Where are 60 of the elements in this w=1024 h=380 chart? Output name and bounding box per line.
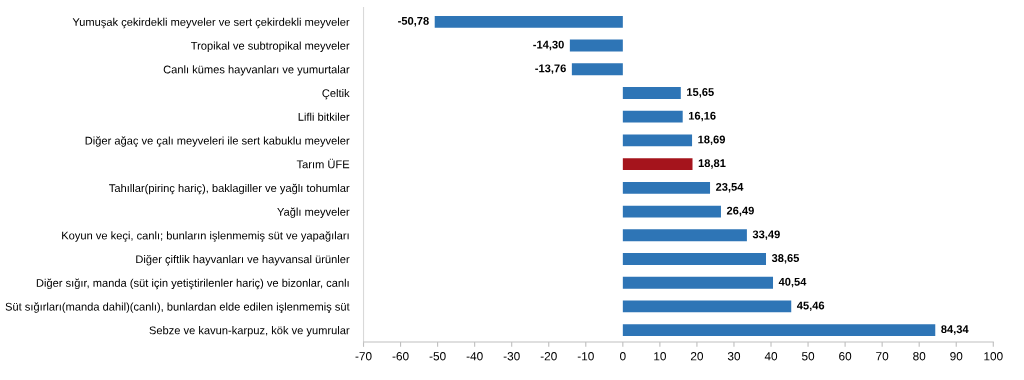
data-label: 16,16	[688, 111, 716, 122]
data-label: 26,49	[726, 206, 754, 217]
bar	[434, 15, 623, 28]
data-label: 18,69	[698, 135, 726, 146]
x-tick-label: 30	[727, 352, 741, 361]
bar	[622, 110, 683, 123]
x-tick-label: -20	[540, 352, 557, 361]
x-tick-label: 0	[620, 352, 626, 361]
x-tick-label: -30	[503, 352, 520, 361]
y-tick-label: Koyun ve keçi, canlı; bunların işlenmemiş süt ve yapağıları	[62, 231, 349, 242]
bar	[622, 253, 767, 265]
data-label: 33,49	[752, 230, 780, 240]
bar	[622, 158, 693, 171]
bar	[622, 300, 792, 313]
data-label: -50,78	[398, 16, 429, 27]
bar	[622, 276, 774, 289]
bar	[622, 134, 693, 147]
y-tick-label: Canlı kümes hayvanları ve yumurtalar	[163, 65, 350, 76]
y-tick-label: Tarım ÜFE	[296, 158, 350, 169]
data-label: 45,46	[796, 301, 825, 312]
x-tick-label: 40	[764, 352, 778, 361]
x-tick-label: 10	[654, 352, 666, 361]
y-tick-label: Diğer sığır, manda (süt için yetiştirilenler hariç) ve bizonlar, canlı	[36, 278, 349, 290]
data-label: 84,34	[941, 325, 969, 335]
data-label: 15,65	[687, 88, 714, 98]
y-tick-label: Tahıllar(pirinç hariç), baklagiller ve yağlı tohumlar	[109, 183, 350, 195]
y-tick-label: Lifli bitkiler	[298, 112, 350, 121]
x-tick-label: -10	[577, 352, 594, 361]
x-tick-label: -50	[429, 352, 446, 361]
data-label: -13,76	[535, 64, 566, 74]
y-tick-label: Diğer ağaç ve çalı meyveleri ile sert kabuklu meyveler	[85, 136, 350, 147]
x-tick-label: 70	[876, 352, 889, 361]
x-tick-label: 20	[690, 352, 704, 361]
x-tick-label: 80	[913, 352, 926, 361]
x-tick-label: 60	[839, 352, 852, 361]
x-tick-label: -60	[392, 352, 409, 361]
x-tick-label: 90	[950, 352, 963, 361]
y-tick-label: Yağlı meyveler	[277, 207, 350, 218]
bar	[569, 39, 623, 52]
y-tick-label: Diğer çiftlik hayvanları ve hayvansal ürünler	[136, 254, 350, 266]
y-tick-label: Çeltik	[322, 88, 350, 100]
y-tick-label: Yumuşak çekirdekli meyveler ve sert çekirdekli meyveler	[72, 17, 350, 29]
data-label: 23,54	[715, 182, 744, 193]
y-tick-label: Sebze ve kavun-karpuz, kök ve yumrular	[149, 326, 350, 337]
x-tick-label: 100	[984, 352, 1003, 361]
data-label: -14,30	[533, 40, 564, 51]
x-tick-label: -40	[466, 352, 483, 361]
data-label: 38,65	[771, 254, 800, 264]
y-tick-label: Süt sığırları(manda dahil)(canlı), bunlardan elde edilen işlenmemiş süt	[5, 302, 350, 313]
data-label: 40,54	[778, 277, 807, 288]
bar	[622, 205, 721, 218]
bar	[622, 87, 681, 99]
y-tick-label: Tropikal ve subtropikal meyveler	[190, 41, 350, 52]
x-tick-label: -70	[355, 352, 372, 361]
data-label: 18,81	[698, 159, 726, 169]
x-tick-label: 50	[801, 352, 815, 361]
bar	[622, 229, 747, 242]
bar	[622, 181, 711, 194]
bar	[571, 63, 623, 76]
bar	[622, 324, 936, 337]
